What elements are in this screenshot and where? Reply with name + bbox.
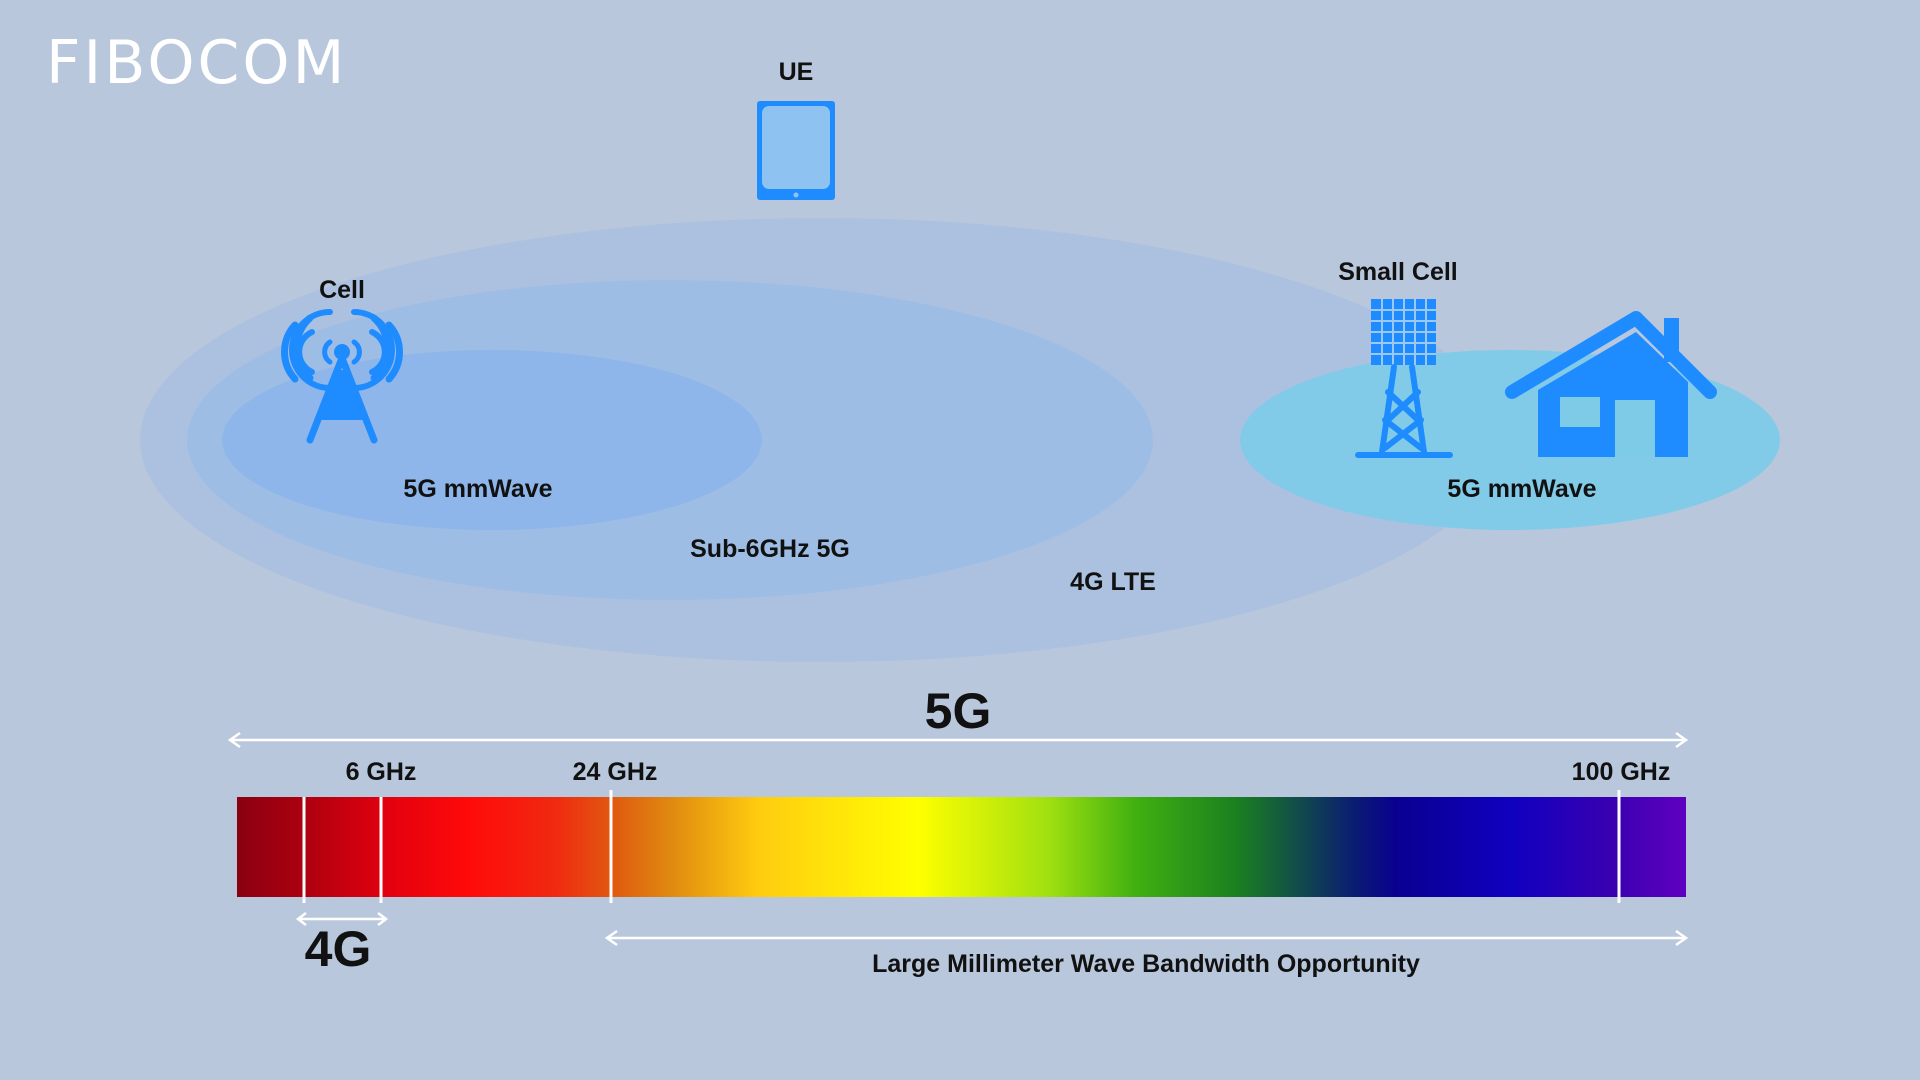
range-5g-arrow bbox=[227, 731, 1689, 749]
spectrum-bar bbox=[237, 797, 1686, 897]
sub6-label: Sub-6GHz 5G bbox=[690, 535, 850, 563]
marker-label-6ghz: 6 GHz bbox=[345, 758, 417, 786]
mmwave-opportunity-label: Large Millimeter Wave Bandwidth Opportun… bbox=[872, 950, 1420, 978]
marker-label-100ghz: 100 GHz bbox=[1571, 758, 1671, 786]
cell-tower-base bbox=[318, 344, 366, 420]
cell-label: Cell bbox=[319, 276, 365, 304]
mmwave-opportunity-arrow bbox=[604, 929, 1689, 947]
house-icon bbox=[1505, 311, 1717, 457]
tablet-icon bbox=[757, 101, 835, 200]
ue-label: UE bbox=[778, 58, 814, 86]
small-cell-mmwave-label: 5G mmWave bbox=[1447, 475, 1597, 503]
range-4g-label: 4G bbox=[304, 921, 372, 977]
lte-label: 4G LTE bbox=[1070, 568, 1156, 596]
spectrum-marker-lines bbox=[302, 790, 1621, 903]
range-4g-arrow bbox=[295, 912, 389, 926]
cell-tower-icon bbox=[281, 309, 403, 444]
cell-mmwave-label: 5G mmWave bbox=[403, 475, 553, 503]
fibocom-logo: FIBOCOM bbox=[46, 28, 348, 98]
small-cell-label: Small Cell bbox=[1338, 258, 1458, 286]
range-5g-label: 5G bbox=[924, 683, 992, 739]
small-cell-icon bbox=[1355, 299, 1453, 458]
marker-label-24ghz: 24 GHz bbox=[572, 758, 658, 786]
